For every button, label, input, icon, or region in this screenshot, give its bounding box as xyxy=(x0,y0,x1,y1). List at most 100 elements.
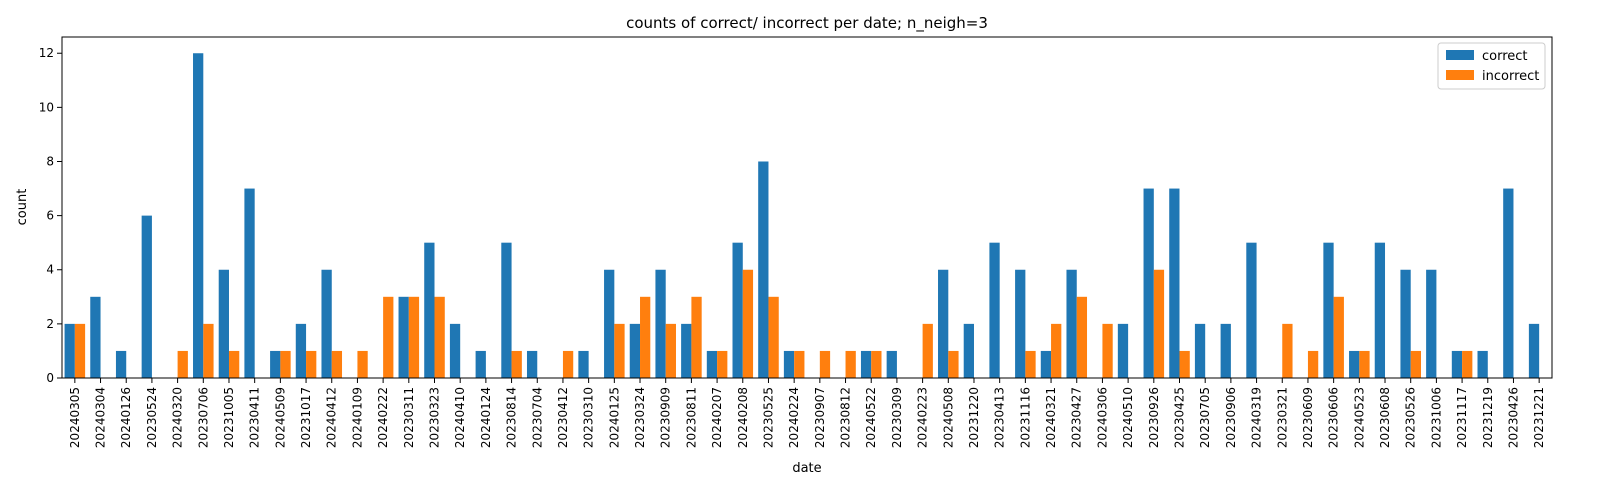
x-tick-label: 20230524 xyxy=(145,387,159,448)
bar-incorrect-20240508 xyxy=(948,350,959,378)
x-tick-label: 20230926 xyxy=(1147,387,1161,448)
legend-label-correct: correct xyxy=(1482,49,1528,64)
bar-correct-20240522 xyxy=(860,350,872,378)
x-tick-label: 20240321 xyxy=(1044,387,1058,448)
y-axis-label: count xyxy=(15,189,30,226)
bar-correct-20240126 xyxy=(115,350,127,378)
bar-incorrect-20231017 xyxy=(306,350,317,378)
bar-correct-20230526 xyxy=(1400,269,1411,378)
x-tick-label: 20240412 xyxy=(325,387,339,448)
bar-correct-20230311 xyxy=(398,296,409,378)
bar-correct-20240412 xyxy=(321,269,332,378)
bar-correct-20230309 xyxy=(886,350,897,378)
legend: correct incorrect xyxy=(1437,42,1546,90)
bar-correct-20240321 xyxy=(1040,350,1052,378)
x-tick-label: 20240109 xyxy=(350,387,364,448)
x-tick-label: 20230311 xyxy=(402,387,416,448)
bar-incorrect-20230812 xyxy=(845,350,856,378)
bar-correct-20230426 xyxy=(1503,188,1514,378)
bar-correct-20230906 xyxy=(1220,323,1231,378)
bar-incorrect-20230425 xyxy=(1179,350,1190,378)
bars-group xyxy=(64,53,1540,379)
bar-incorrect-20230324 xyxy=(640,296,651,378)
bar-incorrect-20240523 xyxy=(1359,350,1370,378)
bar-incorrect-20230907 xyxy=(819,350,831,378)
bar-correct-20230814 xyxy=(501,242,512,378)
bar-incorrect-20240208 xyxy=(742,269,754,378)
bar-correct-20240508 xyxy=(938,269,949,378)
bar-incorrect-20231005 xyxy=(228,350,240,378)
bar-incorrect-20240224 xyxy=(794,350,805,378)
bar-incorrect-20240223 xyxy=(922,323,933,378)
x-tick-label: 20240319 xyxy=(1250,387,1264,448)
plot-frame xyxy=(61,36,1553,379)
bar-correct-20230909 xyxy=(655,269,666,378)
x-tick-label: 20230411 xyxy=(248,387,262,448)
x-tick-label: 20240304 xyxy=(94,387,108,448)
x-tick-label: 20230321 xyxy=(1275,387,1289,448)
x-tick-label: 20240305 xyxy=(68,387,82,448)
bar-correct-20231017 xyxy=(295,323,307,378)
x-tick-label: 20230608 xyxy=(1378,387,1392,448)
bar-correct-20230705 xyxy=(1194,323,1206,378)
y-tick-label: 2 xyxy=(46,317,54,331)
x-tick-label: 20230427 xyxy=(1070,387,1084,448)
bar-correct-20231005 xyxy=(218,269,229,378)
bar-correct-20240304 xyxy=(90,296,101,378)
bar-correct-20240305 xyxy=(64,323,75,378)
bar-correct-20240319 xyxy=(1246,242,1257,378)
y-tick-label: 8 xyxy=(46,154,54,168)
bar-correct-20230524 xyxy=(141,215,152,378)
legend-swatch-incorrect xyxy=(1446,70,1474,80)
bar-incorrect-20240109 xyxy=(357,350,368,378)
x-tick-label: 20240508 xyxy=(941,387,955,448)
bar-incorrect-20231117 xyxy=(1462,350,1473,378)
bar-incorrect-20230412 xyxy=(562,350,574,378)
x-axis-label: date xyxy=(792,461,821,476)
bar-incorrect-20230926 xyxy=(1153,269,1165,378)
bar-incorrect-20240222 xyxy=(383,296,394,378)
x-tick-label: 20240510 xyxy=(1121,387,1135,448)
x-tick-label: 20231117 xyxy=(1455,387,1469,448)
bar-incorrect-20230427 xyxy=(1076,296,1088,378)
x-tick-label: 20230323 xyxy=(428,387,442,448)
x-tick-label: 20240124 xyxy=(479,387,493,448)
x-tick-label: 20230811 xyxy=(684,387,698,448)
bar-correct-20230413 xyxy=(989,242,1000,378)
bar-incorrect-20230526 xyxy=(1410,350,1421,378)
bar-correct-20230323 xyxy=(424,242,435,378)
x-tick-label: 20231005 xyxy=(222,387,236,448)
x-tick-label: 20240126 xyxy=(119,387,133,448)
x-tick-label: 20231219 xyxy=(1481,387,1495,448)
bar-correct-20240207 xyxy=(706,350,718,378)
y-tick-label: 12 xyxy=(39,46,54,60)
bar-correct-20240510 xyxy=(1117,323,1129,378)
legend-label-incorrect: incorrect xyxy=(1482,69,1539,84)
x-tick-label: 20230606 xyxy=(1327,387,1341,448)
x-tick-label: 20230609 xyxy=(1301,387,1315,448)
bar-incorrect-20230323 xyxy=(434,296,445,378)
bar-correct-20231220 xyxy=(963,323,974,378)
bar-incorrect-20230321 xyxy=(1282,323,1293,378)
bar-correct-20230811 xyxy=(681,323,692,378)
bar-incorrect-20230609 xyxy=(1307,350,1319,378)
x-tick-label: 20240320 xyxy=(171,387,185,448)
x-tick-label: 20230525 xyxy=(761,387,775,448)
bar-incorrect-20230706 xyxy=(203,323,214,378)
bar-correct-20240124 xyxy=(475,350,486,378)
x-tick-label: 20231017 xyxy=(299,387,313,448)
bar-correct-20240523 xyxy=(1349,350,1360,378)
x-tick-label: 20240222 xyxy=(376,387,390,448)
bar-incorrect-20240305 xyxy=(74,323,86,378)
bar-incorrect-20230909 xyxy=(665,323,676,378)
y-axis: 0 2 4 6 8 10 12 xyxy=(39,46,62,385)
x-tick-label: 20230310 xyxy=(582,387,596,448)
x-tick-label: 20230425 xyxy=(1173,387,1187,448)
x-tick-label: 20240223 xyxy=(916,387,930,448)
bar-correct-20230310 xyxy=(578,350,589,378)
x-tick-label: 20230526 xyxy=(1404,387,1418,448)
x-tick-label: 20230814 xyxy=(505,387,519,448)
bar-incorrect-20230525 xyxy=(768,296,779,378)
bar-correct-20240125 xyxy=(604,269,615,378)
